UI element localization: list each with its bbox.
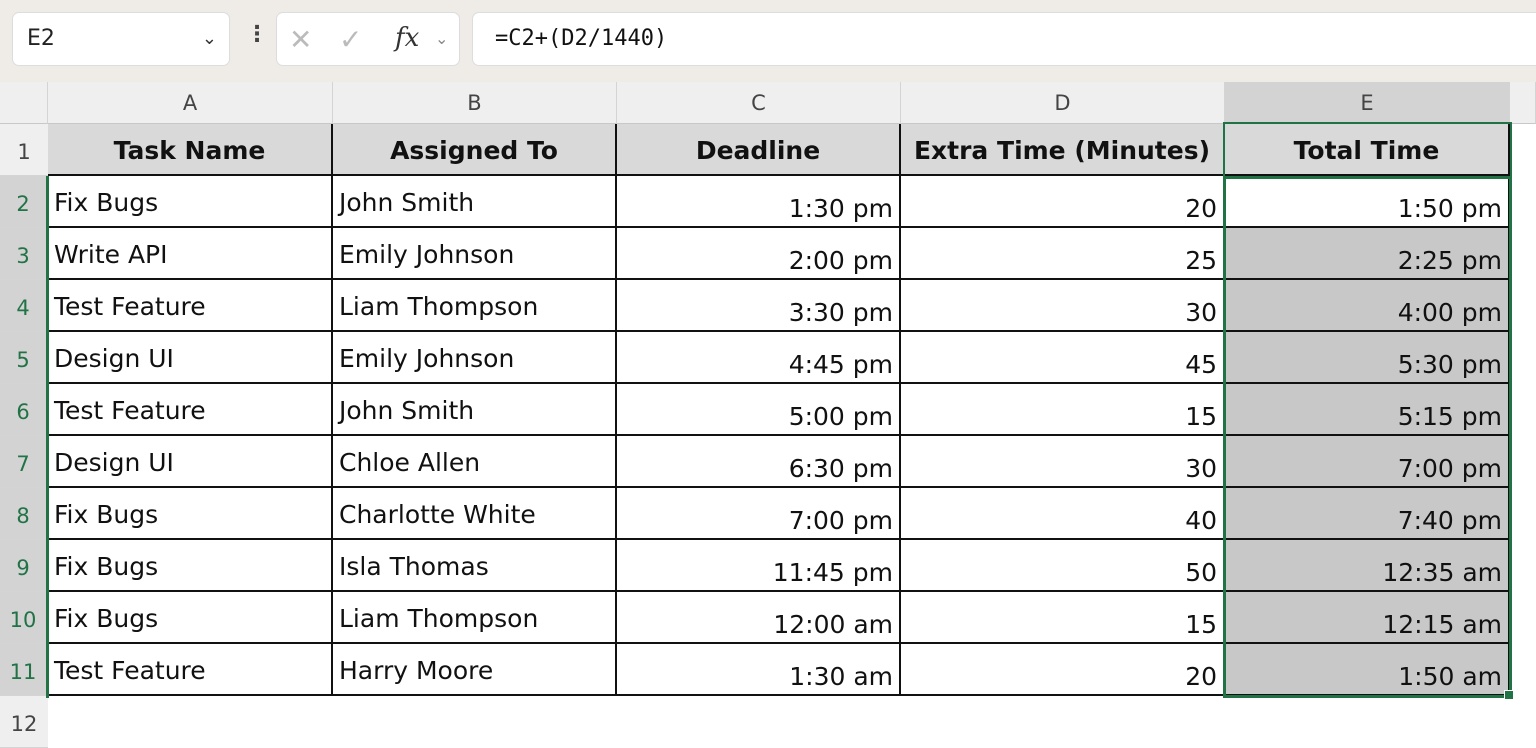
cell-E9[interactable]: 12:35 am [1225,540,1510,592]
header-cell[interactable]: Extra Time (Minutes) [901,124,1225,176]
cell-B4[interactable]: Liam Thompson [333,280,617,332]
column-header-E[interactable]: E [1225,82,1510,124]
cell-D9[interactable]: 50 [901,540,1225,592]
cell-B2[interactable]: John Smith [333,176,617,228]
header-cell[interactable]: Deadline [617,124,901,176]
column-header-B[interactable]: B [333,82,617,124]
cell-D10[interactable]: 15 [901,592,1225,644]
formula-buttons: ✕ ✓ fx ⌄ [276,12,460,66]
row-header-1[interactable]: 1 [0,124,48,176]
cell-E10[interactable]: 12:15 am [1225,592,1510,644]
cell-A4[interactable]: Test Feature [48,280,333,332]
cell-A11[interactable]: Test Feature [48,644,333,696]
cell-A3[interactable]: Write API [48,228,333,280]
formula-input[interactable]: =C2+(D2/1440) [472,12,1536,66]
cell-D7[interactable]: 30 [901,436,1225,488]
fill-handle[interactable] [1504,690,1514,700]
row-header-7[interactable]: 7 [0,436,48,488]
cell-E11[interactable]: 1:50 am [1225,644,1510,696]
cell-E6[interactable]: 5:15 pm [1225,384,1510,436]
cell-E5[interactable]: 5:30 pm [1225,332,1510,384]
cell-C3[interactable]: 2:00 pm [617,228,901,280]
cell-B8[interactable]: Charlotte White [333,488,617,540]
row-header-9[interactable]: 9 [0,540,48,592]
cell-B9[interactable]: Isla Thomas [333,540,617,592]
column-header-empty [1510,82,1536,124]
cell-D2[interactable]: 20 [901,176,1225,228]
cell-C8[interactable]: 7:00 pm [617,488,901,540]
cell-D8[interactable]: 40 [901,488,1225,540]
cell-B5[interactable]: Emily Johnson [333,332,617,384]
cell-B7[interactable]: Chloe Allen [333,436,617,488]
row-header-10[interactable]: 10 [0,592,48,644]
row-header-5[interactable]: 5 [0,332,48,384]
column-header-A[interactable]: A [48,82,333,124]
cell-E4[interactable]: 4:00 pm [1225,280,1510,332]
cell-A9[interactable]: Fix Bugs [48,540,333,592]
cell-C11[interactable]: 1:30 am [617,644,901,696]
row-header-12[interactable]: 12 [0,696,48,748]
chevron-down-icon[interactable]: ⌄ [201,28,217,49]
row-header-8[interactable]: 8 [0,488,48,540]
cell-D6[interactable]: 15 [901,384,1225,436]
cell-B6[interactable]: John Smith [333,384,617,436]
header-cell[interactable]: Assigned To [333,124,617,176]
cell-A6[interactable]: Test Feature [48,384,333,436]
name-box[interactable]: E2 ⌄ [12,12,230,66]
cell-C10[interactable]: 12:00 am [617,592,901,644]
cell-C5[interactable]: 4:45 pm [617,332,901,384]
formula-bar: E2 ⌄ ⋮ ✕ ✓ fx ⌄ =C2+(D2/1440) [0,0,1536,82]
header-cell[interactable]: Task Name [48,124,333,176]
cell-B11[interactable]: Harry Moore [333,644,617,696]
cell-D11[interactable]: 20 [901,644,1225,696]
cell-C2[interactable]: 1:30 pm [617,176,901,228]
cell-E8[interactable]: 7:40 pm [1225,488,1510,540]
cell-C7[interactable]: 6:30 pm [617,436,901,488]
row-header-11[interactable]: 11 [0,644,48,696]
cell-B10[interactable]: Liam Thompson [333,592,617,644]
cell-C6[interactable]: 5:00 pm [617,384,901,436]
cell-D5[interactable]: 45 [901,332,1225,384]
cell-A2[interactable]: Fix Bugs [48,176,333,228]
cell-A8[interactable]: Fix Bugs [48,488,333,540]
cancel-icon[interactable]: ✕ [289,23,313,56]
row-header-3[interactable]: 3 [0,228,48,280]
column-header-C[interactable]: C [617,82,901,124]
cell-D4[interactable]: 30 [901,280,1225,332]
column-header-D[interactable]: D [901,82,1225,124]
cell-A5[interactable]: Design UI [48,332,333,384]
cell-A7[interactable]: Design UI [48,436,333,488]
header-cell[interactable]: Total Time [1225,124,1510,176]
name-box-value: E2 [27,26,55,51]
row-header-6[interactable]: 6 [0,384,48,436]
select-all-button[interactable] [0,82,48,124]
cell-E7[interactable]: 7:00 pm [1225,436,1510,488]
chevron-down-icon[interactable]: ⌄ [435,29,449,48]
cell-E3[interactable]: 2:25 pm [1225,228,1510,280]
cell-C9[interactable]: 11:45 pm [617,540,901,592]
insert-function-icon[interactable]: fx [395,23,420,53]
more-options-icon[interactable]: ⋮ [246,22,268,47]
cell-C4[interactable]: 3:30 pm [617,280,901,332]
cell-E2[interactable]: 1:50 pm [1225,176,1510,228]
enter-icon[interactable]: ✓ [339,23,363,56]
cell-D3[interactable]: 25 [901,228,1225,280]
cell-A10[interactable]: Fix Bugs [48,592,333,644]
row-header-4[interactable]: 4 [0,280,48,332]
cell-B3[interactable]: Emily Johnson [333,228,617,280]
row-selection-indicator [46,176,49,698]
row-header-2[interactable]: 2 [0,176,48,228]
